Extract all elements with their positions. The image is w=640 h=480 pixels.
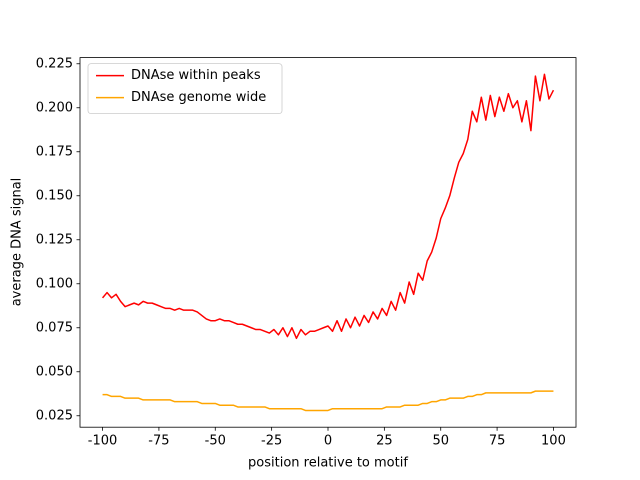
y-axis-label: average DNA signal	[10, 178, 25, 307]
x-tick-label: 50	[432, 434, 449, 449]
y-tick-label: 0.225	[36, 56, 73, 71]
y-tick-label: 0.200	[36, 100, 73, 115]
x-tick-label: -75	[148, 434, 169, 449]
x-tick-label: 0	[324, 434, 332, 449]
x-tick-label: -50	[205, 434, 226, 449]
y-tick-label: 0.150	[36, 188, 73, 203]
y-tick-label: 0.075	[36, 320, 73, 335]
x-tick-label: 25	[376, 434, 393, 449]
y-tick-label: 0.100	[36, 276, 73, 291]
x-tick-label: -100	[88, 434, 118, 449]
legend-label: DNAse genome wide	[131, 90, 266, 105]
line-series	[101, 73, 555, 340]
x-tick-label: -25	[261, 434, 282, 449]
x-tick-label: 100	[541, 434, 566, 449]
x-axis-label: position relative to motif	[248, 456, 408, 471]
y-tick-label: 0.025	[36, 408, 73, 423]
y-tick-label: 0.125	[36, 232, 73, 247]
y-tick-label: 0.175	[36, 144, 73, 159]
line-series	[102, 390, 554, 412]
axes-frame	[79, 57, 577, 428]
y-tick-label: 0.050	[36, 364, 73, 379]
legend-box	[87, 63, 283, 114]
x-tick-label: 75	[489, 434, 506, 449]
legend-label: DNAse within peaks	[131, 68, 261, 83]
